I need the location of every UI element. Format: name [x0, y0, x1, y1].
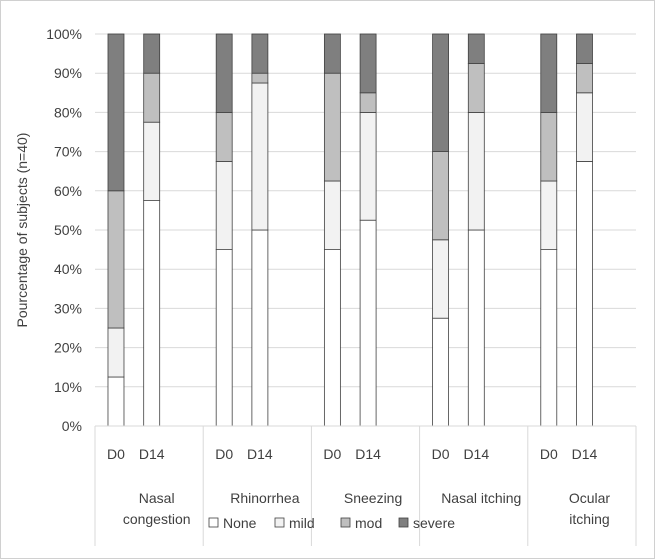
- bar-segment-none: [107, 376, 125, 427]
- bar-segment-mod: [576, 63, 593, 94]
- bar-segment-severe: [540, 33, 558, 113]
- bar-segment-none: [432, 317, 449, 427]
- bar-segment-mild: [215, 160, 233, 250]
- x-tick-label: D14: [247, 446, 273, 462]
- bar-segment-mod: [323, 72, 341, 182]
- bar-segment-severe: [359, 33, 377, 94]
- x-tick-label: D0: [215, 446, 233, 462]
- group-label: congestion: [123, 511, 191, 527]
- bar-segment-none: [467, 229, 485, 427]
- group-label: Rhinorrhea: [230, 490, 299, 506]
- bar-segment-mod: [467, 63, 485, 113]
- y-tick-label: 30%: [54, 300, 82, 316]
- x-tick-label: D0: [432, 446, 450, 462]
- bar-segment-mod: [432, 151, 449, 241]
- bar-segment-none: [576, 160, 593, 427]
- group-label: itching: [569, 511, 609, 527]
- bar-segment-severe: [107, 33, 125, 192]
- y-tick-label: 20%: [54, 340, 82, 356]
- legend-swatch: [208, 517, 219, 528]
- x-tick-label: D0: [107, 446, 125, 462]
- y-tick-label: 100%: [46, 26, 82, 42]
- bar-segment-severe: [251, 33, 269, 74]
- group-label: Nasal: [139, 490, 175, 506]
- bar-segment-severe: [215, 33, 233, 113]
- bar-segment-severe: [143, 33, 161, 74]
- bar-segment-mild: [359, 112, 377, 221]
- bar-segment-none: [215, 249, 233, 427]
- legend-swatch: [398, 517, 409, 528]
- y-tick-label: 50%: [54, 222, 82, 238]
- bar-segment-mild: [323, 180, 341, 250]
- legend-label: None: [223, 515, 257, 531]
- bar-segment-severe: [323, 33, 341, 74]
- y-axis-label: Pourcentage of subjects (n=40): [14, 133, 30, 328]
- y-tick-label: 80%: [54, 104, 82, 120]
- bar-segment-none: [359, 219, 377, 427]
- bar-segment-mild: [432, 239, 449, 319]
- bar-segment-mod: [251, 72, 269, 84]
- group-label: Sneezing: [344, 490, 402, 506]
- bar-segment-none: [143, 200, 161, 427]
- bar-segment-mild: [107, 327, 125, 378]
- x-tick-label: D14: [572, 446, 598, 462]
- bar-segment-none: [323, 249, 341, 427]
- bar-segment-mod: [359, 92, 377, 113]
- bar-segment-none: [540, 249, 558, 427]
- y-tick-label: 90%: [54, 65, 82, 81]
- y-tick-label: 10%: [54, 379, 82, 395]
- bar-segment-mod: [215, 112, 233, 162]
- bar-segment-mod: [143, 72, 161, 123]
- x-tick-label: D14: [139, 446, 165, 462]
- bar-segment-mild: [540, 180, 558, 250]
- bar-segment-mod: [540, 112, 558, 182]
- legend-label: severe: [413, 515, 455, 531]
- x-tick-label: D0: [540, 446, 558, 462]
- bar-segment-mild: [576, 92, 593, 162]
- x-tick-label: D14: [355, 446, 381, 462]
- bar-segment-mod: [107, 190, 125, 329]
- bar-segment-severe: [432, 33, 449, 152]
- legend-label: mild: [289, 515, 315, 531]
- bar-segment-mild: [143, 121, 161, 201]
- group-label: Nasal itching: [441, 490, 521, 506]
- bar-segment-mild: [251, 82, 269, 231]
- bar-segment-severe: [467, 33, 485, 64]
- bar-segment-none: [251, 229, 269, 427]
- x-tick-label: D0: [323, 446, 341, 462]
- legend-swatch: [274, 517, 285, 528]
- y-tick-label: 60%: [54, 183, 82, 199]
- bar-segment-mild: [467, 112, 485, 231]
- group-label: Ocular: [569, 490, 611, 506]
- x-tick-label: D14: [463, 446, 489, 462]
- bar-segment-severe: [576, 33, 593, 64]
- y-tick-label: 0%: [62, 418, 82, 434]
- legend-label: mod: [355, 515, 382, 531]
- y-tick-label: 40%: [54, 261, 82, 277]
- y-tick-label: 70%: [54, 144, 82, 160]
- legend-swatch: [340, 517, 351, 528]
